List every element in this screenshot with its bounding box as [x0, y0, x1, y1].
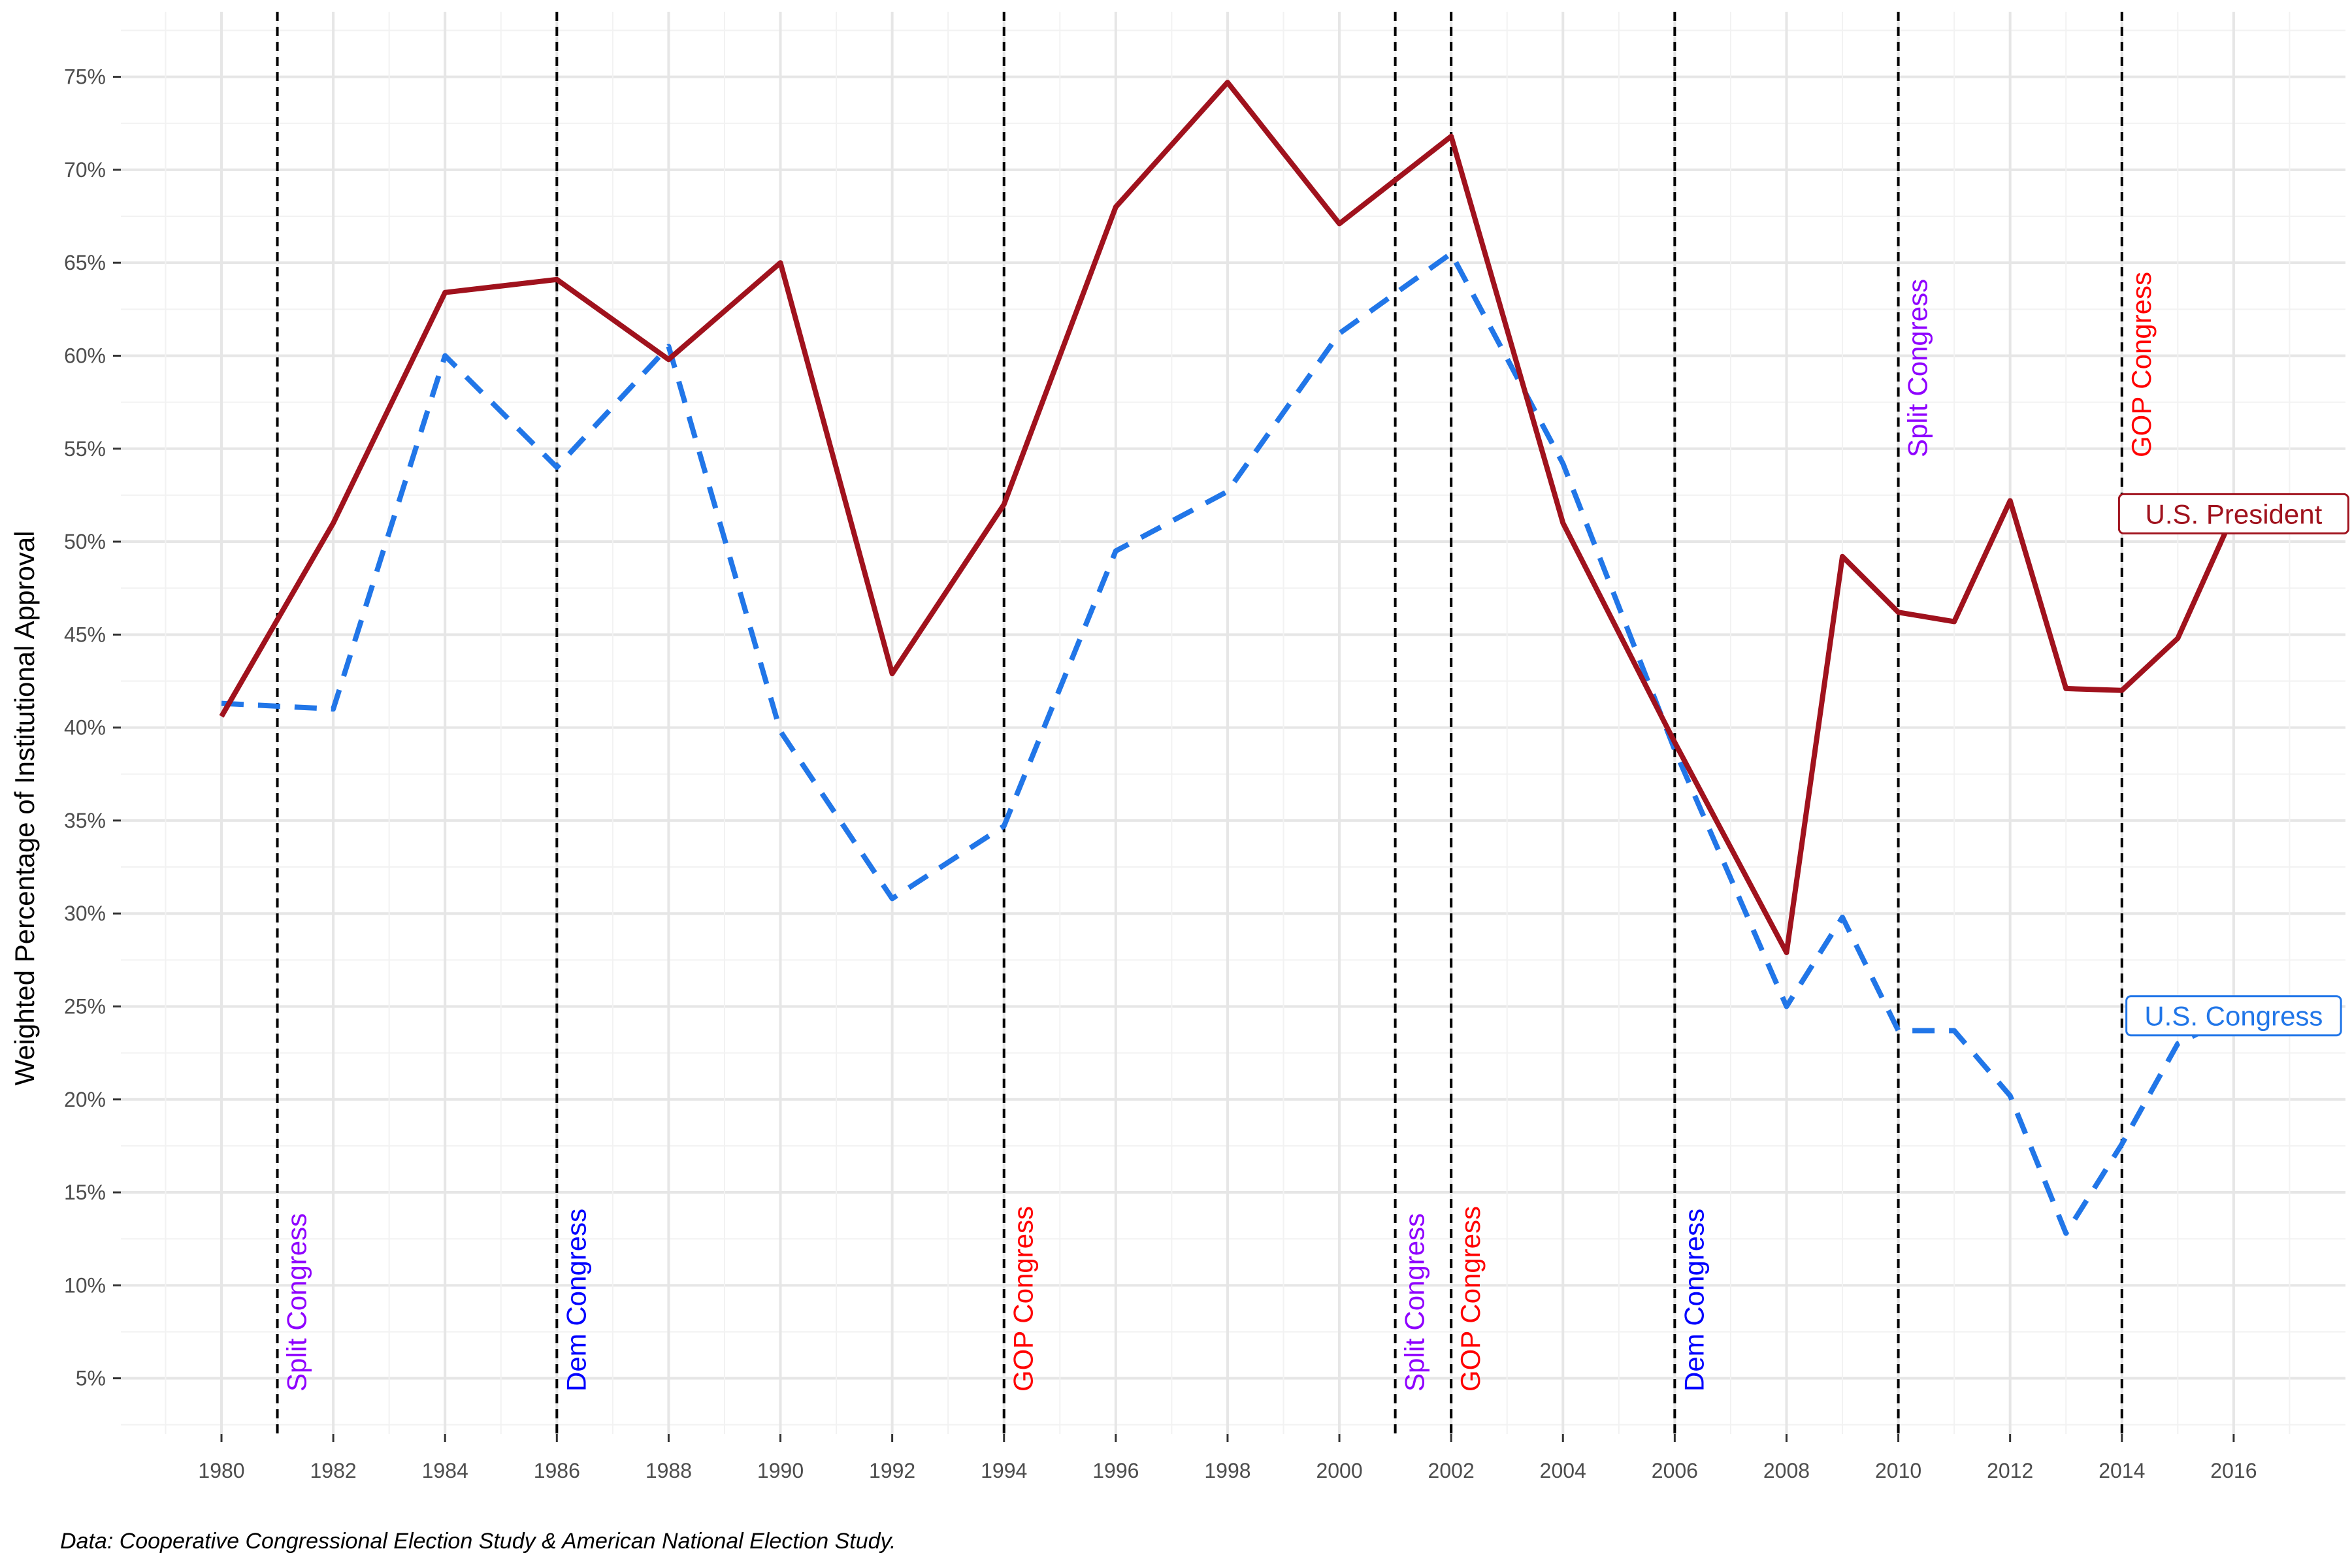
x-tick-label: 2012 [1987, 1459, 2033, 1482]
series-line-congress [221, 250, 2235, 1236]
x-tick-label: 1982 [310, 1459, 357, 1482]
y-tick-label: 35% [64, 809, 106, 832]
y-tick-label: 65% [64, 251, 106, 274]
x-tick-label: 2014 [2099, 1459, 2145, 1482]
data-source-caption: Data: Cooperative Congressional Election… [60, 1529, 896, 1554]
y-tick-label: 5% [76, 1367, 106, 1390]
event-label: Dem Congress [561, 1209, 591, 1392]
grid-lines [121, 12, 2345, 1434]
y-tick-label: 10% [64, 1273, 106, 1297]
event-label: GOP Congress [1455, 1206, 1486, 1392]
series-label: U.S. Congress [2125, 995, 2342, 1037]
x-tick-label: 1984 [422, 1459, 468, 1482]
y-axis-label: Weighted Percentage of Institutional App… [9, 531, 40, 1085]
series-label-box [2125, 995, 2342, 1037]
y-tick-label: 40% [64, 716, 106, 740]
y-tick-label: 50% [64, 530, 106, 553]
y-tick-label: 30% [64, 902, 106, 925]
x-tick-label: 1996 [1092, 1459, 1139, 1482]
event-label: GOP Congress [1008, 1206, 1039, 1392]
x-tick-label: 1986 [534, 1459, 580, 1482]
y-tick-label: 75% [64, 65, 106, 89]
x-tick-label: 2010 [1875, 1459, 1921, 1482]
y-axis-ticks: 5% 10% 15% 20% 25% 30% 35% 40% 45% 50% 55% 60% 65% 70… [64, 65, 121, 1390]
x-tick-label: 1988 [645, 1459, 692, 1482]
x-tick-label: 2000 [1316, 1459, 1362, 1482]
x-tick-label: 1990 [757, 1459, 804, 1482]
x-tick-label: 2016 [2210, 1459, 2257, 1482]
x-axis-ticks: 1980 1982 1984 1986 1988 1990 1992 1994 1996 1998… [198, 1434, 2257, 1482]
event-label: Split Congress [1903, 279, 1933, 457]
x-tick-label: 2008 [1763, 1459, 1810, 1482]
y-tick-label: 60% [64, 344, 106, 367]
event-label: Split Congress [282, 1213, 312, 1392]
event-label: Split Congress [1399, 1213, 1430, 1392]
congress-event-lines: Split Congress Dem Congress GOP Congress Sp… [276, 12, 2157, 1434]
series-line-president [219, 80, 2236, 955]
y-tick-label: 25% [64, 994, 106, 1018]
series-label-text: U.S. President [2145, 498, 2322, 529]
event-label: GOP Congress [2126, 272, 2157, 457]
y-tick-label: 15% [64, 1181, 106, 1204]
x-tick-label: 1980 [198, 1459, 244, 1482]
x-tick-label: 2006 [1652, 1459, 1698, 1482]
series-labels: U.S. President U.S. Congress [2117, 493, 2349, 1037]
x-tick-label: 1998 [1204, 1459, 1250, 1482]
series-lines [219, 80, 2236, 1236]
x-tick-label: 2004 [1540, 1459, 1586, 1482]
x-tick-label: 2002 [1428, 1459, 1475, 1482]
y-tick-label: 20% [64, 1088, 106, 1111]
x-tick-label: 1994 [981, 1459, 1027, 1482]
x-tick-label: 1992 [869, 1459, 915, 1482]
series-label-box [2117, 493, 2349, 534]
event-label: Dem Congress [1678, 1209, 1709, 1392]
y-tick-label: 70% [64, 158, 106, 182]
series-label: U.S. President [2117, 493, 2349, 534]
y-tick-label: 55% [64, 437, 106, 461]
y-tick-label: 45% [64, 623, 106, 646]
series-label-text: U.S. Congress [2144, 1001, 2323, 1032]
